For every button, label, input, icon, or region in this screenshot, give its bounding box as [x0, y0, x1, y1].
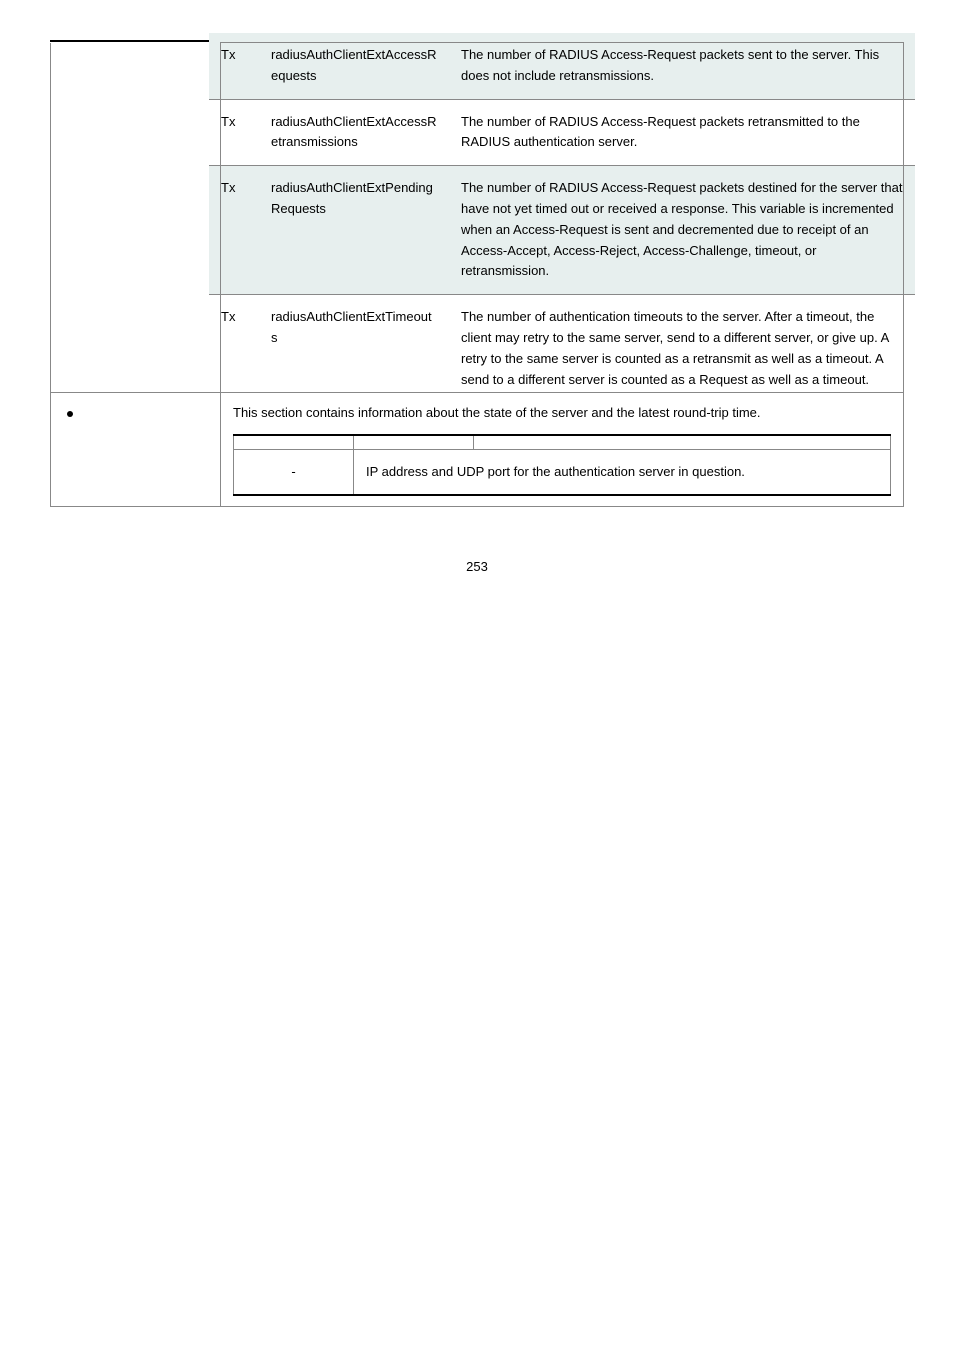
section2-name: - [234, 449, 354, 495]
section1-left-cell [51, 43, 221, 393]
section2-sub-table: - IP address and UDP port for the authen… [233, 434, 891, 496]
table-row: TxradiusAuthClientExtAccessRequestsThe n… [209, 33, 915, 99]
description-cell: The number of RADIUS Access-Request pack… [449, 166, 915, 295]
section2-left-cell [51, 393, 221, 507]
mib-name-cell: radiusAuthClientExtPendingRequests [259, 166, 449, 295]
table-row: TxradiusAuthClientExtPendingRequestsThe … [209, 166, 915, 295]
mib-name-cell: radiusAuthClientExtTimeouts [259, 295, 449, 403]
description-cell: The number of RADIUS Access-Request pack… [449, 33, 915, 99]
section2-right-cell: This section contains information about … [221, 393, 904, 507]
direction-cell: Tx [209, 166, 259, 295]
direction-cell: Tx [209, 99, 259, 166]
table-row: TxradiusAuthClientExtTimeoutsThe number … [209, 295, 915, 403]
mib-name-cell: radiusAuthClientExtAccessRequests [259, 33, 449, 99]
mib-table: TxradiusAuthClientExtAccessRequestsThe n… [50, 42, 904, 507]
section2-desc: IP address and UDP port for the authenti… [354, 449, 891, 495]
table-row: TxradiusAuthClientExtAccessRetransmissio… [209, 99, 915, 166]
direction-cell: Tx [209, 295, 259, 403]
description-cell: The number of RADIUS Access-Request pack… [449, 99, 915, 166]
mib-name-cell: radiusAuthClientExtAccessRetransmissions [259, 99, 449, 166]
section1-inner-table: TxradiusAuthClientExtAccessRequestsThe n… [209, 33, 915, 402]
description-cell: The number of authentication timeouts to… [449, 295, 915, 403]
direction-cell: Tx [209, 33, 259, 99]
section2-intro: This section contains information about … [233, 403, 891, 424]
page-number: 253 [50, 557, 904, 578]
bullet-icon [67, 411, 73, 417]
